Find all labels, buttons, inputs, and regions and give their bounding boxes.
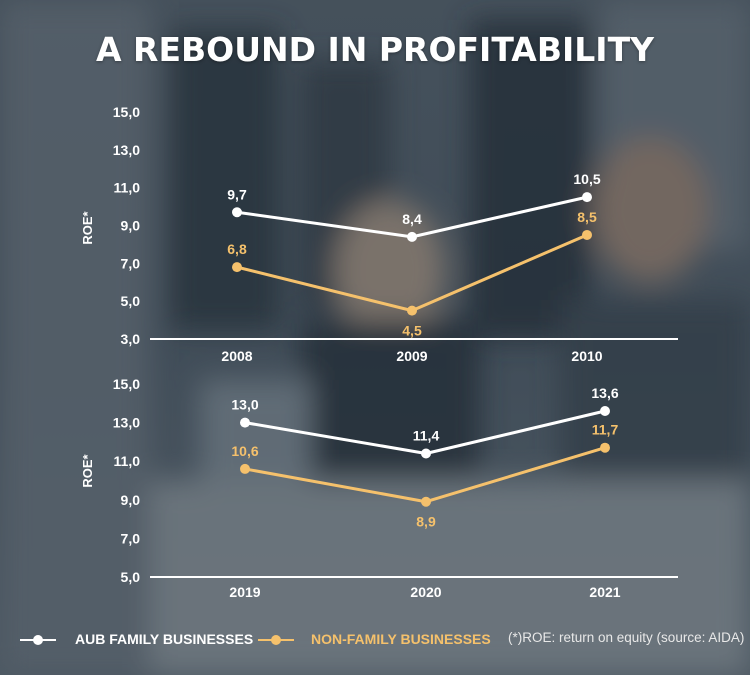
x-tick-label: 2021 — [589, 584, 620, 600]
data-point — [407, 231, 417, 242]
y-tick-label: 5,0 — [121, 569, 141, 585]
y-tick-label: 9,0 — [121, 218, 141, 234]
legend-nonfamily-marker — [271, 635, 281, 645]
data-label: 8,9 — [416, 514, 436, 530]
data-label: 10,5 — [573, 171, 600, 187]
data-point — [240, 417, 250, 428]
data-point — [600, 442, 610, 453]
data-label: 9,7 — [227, 186, 247, 202]
data-point — [600, 406, 610, 417]
data-label: 8,4 — [402, 211, 422, 227]
y-tick-label: 9,0 — [121, 492, 141, 508]
data-label: 10,6 — [231, 443, 258, 459]
y-tick-label: 5,0 — [121, 293, 141, 309]
data-point — [407, 305, 417, 316]
series-line — [236, 233, 588, 313]
legend-family-label: AUB FAMILY BUSINESSES — [75, 631, 254, 647]
data-label: 13,6 — [591, 385, 618, 401]
data-label: 6,8 — [227, 241, 247, 257]
y-tick-label: 11,0 — [114, 180, 141, 196]
x-tick-label: 2019 — [229, 584, 260, 600]
data-label: 8,5 — [577, 209, 597, 225]
data-label: 4,5 — [402, 323, 422, 339]
data-point — [240, 463, 250, 474]
y-tick-label: 15,0 — [113, 104, 140, 120]
data-point — [421, 496, 431, 507]
legend: AUB FAMILY BUSINESSES NON-FAMILY BUSINES… — [0, 624, 750, 654]
y-tick-label: 11,0 — [114, 453, 141, 469]
y-tick-label: 7,0 — [121, 255, 141, 271]
data-point — [582, 192, 592, 203]
data-label: 11,7 — [592, 422, 619, 438]
data-label: 13,0 — [231, 397, 258, 413]
y-tick-label: 15,0 — [113, 376, 140, 392]
data-point — [582, 229, 592, 240]
x-tick-label: 2009 — [396, 348, 427, 364]
x-tick-label: 2010 — [571, 348, 602, 364]
footnote: (*)ROE: return on equity (source: AIDA) — [508, 630, 745, 645]
x-tick-label: 2008 — [221, 348, 252, 364]
data-point — [421, 448, 431, 459]
y-tick-label: 13,0 — [113, 142, 140, 158]
y-tick-label: 7,0 — [121, 530, 141, 546]
legend-family-marker — [33, 635, 43, 645]
y-axis-label: ROE* — [80, 453, 95, 487]
x-tick-label: 2020 — [410, 584, 441, 600]
data-label: 11,4 — [413, 427, 440, 443]
chart-title: A REBOUND IN PROFITABILITY — [96, 30, 654, 69]
legend-nonfamily-label: NON-FAMILY BUSINESSES — [311, 631, 491, 647]
y-tick-label: 3,0 — [121, 331, 141, 347]
data-point — [232, 207, 242, 218]
y-axis-label: ROE* — [80, 210, 95, 244]
y-tick-label: 13,0 — [113, 415, 140, 431]
data-point — [232, 262, 242, 273]
